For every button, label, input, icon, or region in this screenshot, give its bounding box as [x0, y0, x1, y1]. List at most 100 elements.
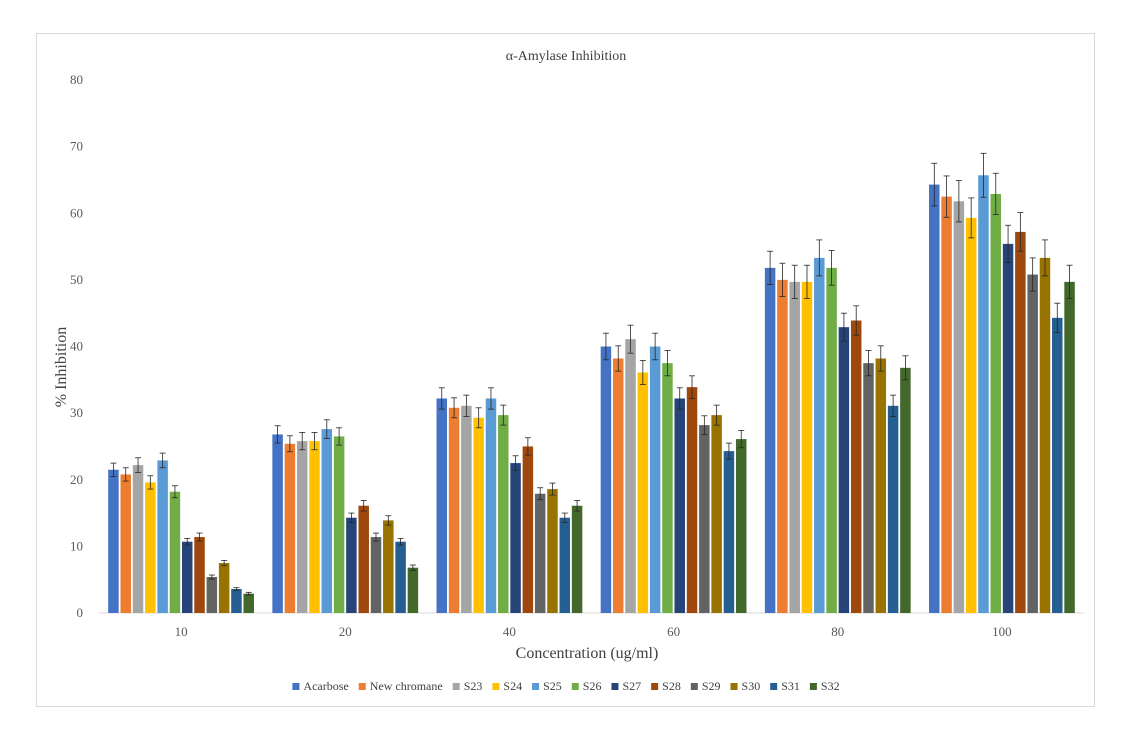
legend-swatch — [571, 683, 579, 690]
x-tick-label: 40 — [503, 624, 516, 639]
legend-item: S23 — [452, 679, 483, 693]
bar — [218, 563, 230, 613]
bar — [120, 474, 131, 613]
bar — [243, 593, 254, 613]
bar — [612, 358, 624, 613]
bar — [662, 363, 673, 613]
bar — [625, 339, 636, 613]
legend-label: S23 — [464, 679, 483, 693]
legend-swatch — [690, 683, 698, 690]
legend-item: New chromane — [358, 679, 443, 693]
bar — [1002, 243, 1014, 613]
y-axis-label: % Inhibition — [53, 327, 70, 407]
bar — [887, 405, 899, 613]
legend-item: S28 — [651, 679, 681, 693]
y-tick-label: 10 — [70, 538, 83, 553]
legend-label: S30 — [742, 679, 761, 693]
bar — [953, 201, 965, 613]
legend-label: S25 — [543, 679, 562, 693]
bar — [296, 441, 308, 613]
y-tick-label: 60 — [70, 205, 83, 220]
bar — [436, 398, 448, 613]
bar — [900, 367, 911, 613]
legend-swatch — [358, 683, 366, 690]
bar — [711, 415, 722, 613]
bar — [358, 505, 369, 613]
legend-swatch — [730, 683, 738, 690]
x-tick-label: 10 — [175, 624, 188, 639]
bar — [510, 463, 521, 613]
bar — [863, 363, 874, 613]
bar — [448, 407, 460, 613]
bar — [875, 358, 887, 613]
bar — [272, 434, 283, 613]
x-tick-label: 60 — [667, 624, 680, 639]
bar — [522, 446, 534, 613]
bars-group — [108, 152, 1075, 613]
bar — [407, 567, 419, 613]
bar — [637, 372, 649, 613]
bar — [929, 184, 940, 613]
bar — [473, 417, 484, 613]
legend-label: Acarbose — [303, 679, 348, 693]
y-tick-label: 80 — [70, 72, 83, 87]
bar — [1015, 231, 1026, 613]
y-tick-label: 40 — [70, 339, 83, 354]
bar — [498, 415, 509, 613]
legend-item: S27 — [611, 679, 641, 693]
legend-swatch — [611, 683, 619, 690]
bar — [309, 441, 320, 613]
bar — [965, 217, 977, 613]
bar — [600, 346, 612, 613]
bar — [547, 489, 558, 613]
bar — [108, 469, 119, 613]
y-axis-ticks: 0 10 20 30 40 50 60 70 80 — [70, 72, 83, 620]
y-tick-label: 50 — [70, 272, 83, 287]
bar — [941, 196, 952, 613]
bar — [723, 451, 735, 613]
y-tick-label: 20 — [70, 472, 83, 487]
legend-swatch — [770, 683, 778, 690]
bar — [132, 465, 144, 613]
bar — [559, 517, 571, 613]
chart-frame: α-Amylase Inhibition 0 10 20 30 40 50 60 70 80 1… — [36, 33, 1095, 707]
legend-label: S29 — [702, 679, 721, 693]
legend-label: S26 — [583, 679, 602, 693]
bar — [395, 541, 406, 613]
chart-title: α-Amylase Inhibition — [506, 49, 626, 64]
bar — [370, 537, 382, 613]
legend-item: S26 — [571, 679, 602, 693]
legend-label: S24 — [503, 679, 522, 693]
bar-chart: α-Amylase Inhibition 0 10 20 30 40 50 60 70 80 1… — [53, 49, 1084, 693]
bar — [194, 537, 205, 613]
legend-item: S25 — [532, 679, 562, 693]
legend-swatch — [292, 683, 300, 690]
bar — [850, 320, 862, 613]
x-tick-label: 20 — [339, 624, 352, 639]
bar — [801, 281, 813, 613]
bar — [777, 279, 788, 613]
bar — [145, 482, 156, 613]
bar — [674, 398, 685, 613]
bar — [169, 491, 181, 613]
bar — [157, 460, 168, 613]
bar — [990, 193, 1002, 613]
bar — [649, 346, 661, 613]
legend-swatch — [532, 683, 540, 690]
bar — [1027, 274, 1038, 613]
bar — [383, 520, 394, 613]
bar — [838, 327, 850, 613]
legend-swatch — [492, 683, 500, 690]
legend: Acarbose New chromane S23 S24 S25 S26 S27 S28 S2… — [292, 679, 840, 693]
bar — [789, 281, 800, 613]
bar — [284, 443, 296, 613]
y-tick-label: 30 — [70, 405, 83, 420]
x-tick-label: 80 — [831, 624, 844, 639]
bar — [1052, 317, 1063, 613]
bar — [978, 175, 989, 613]
bar — [764, 267, 776, 613]
bar — [735, 439, 747, 613]
bar — [686, 387, 698, 613]
bar — [206, 577, 218, 613]
legend-item: Acarbose — [292, 679, 349, 693]
